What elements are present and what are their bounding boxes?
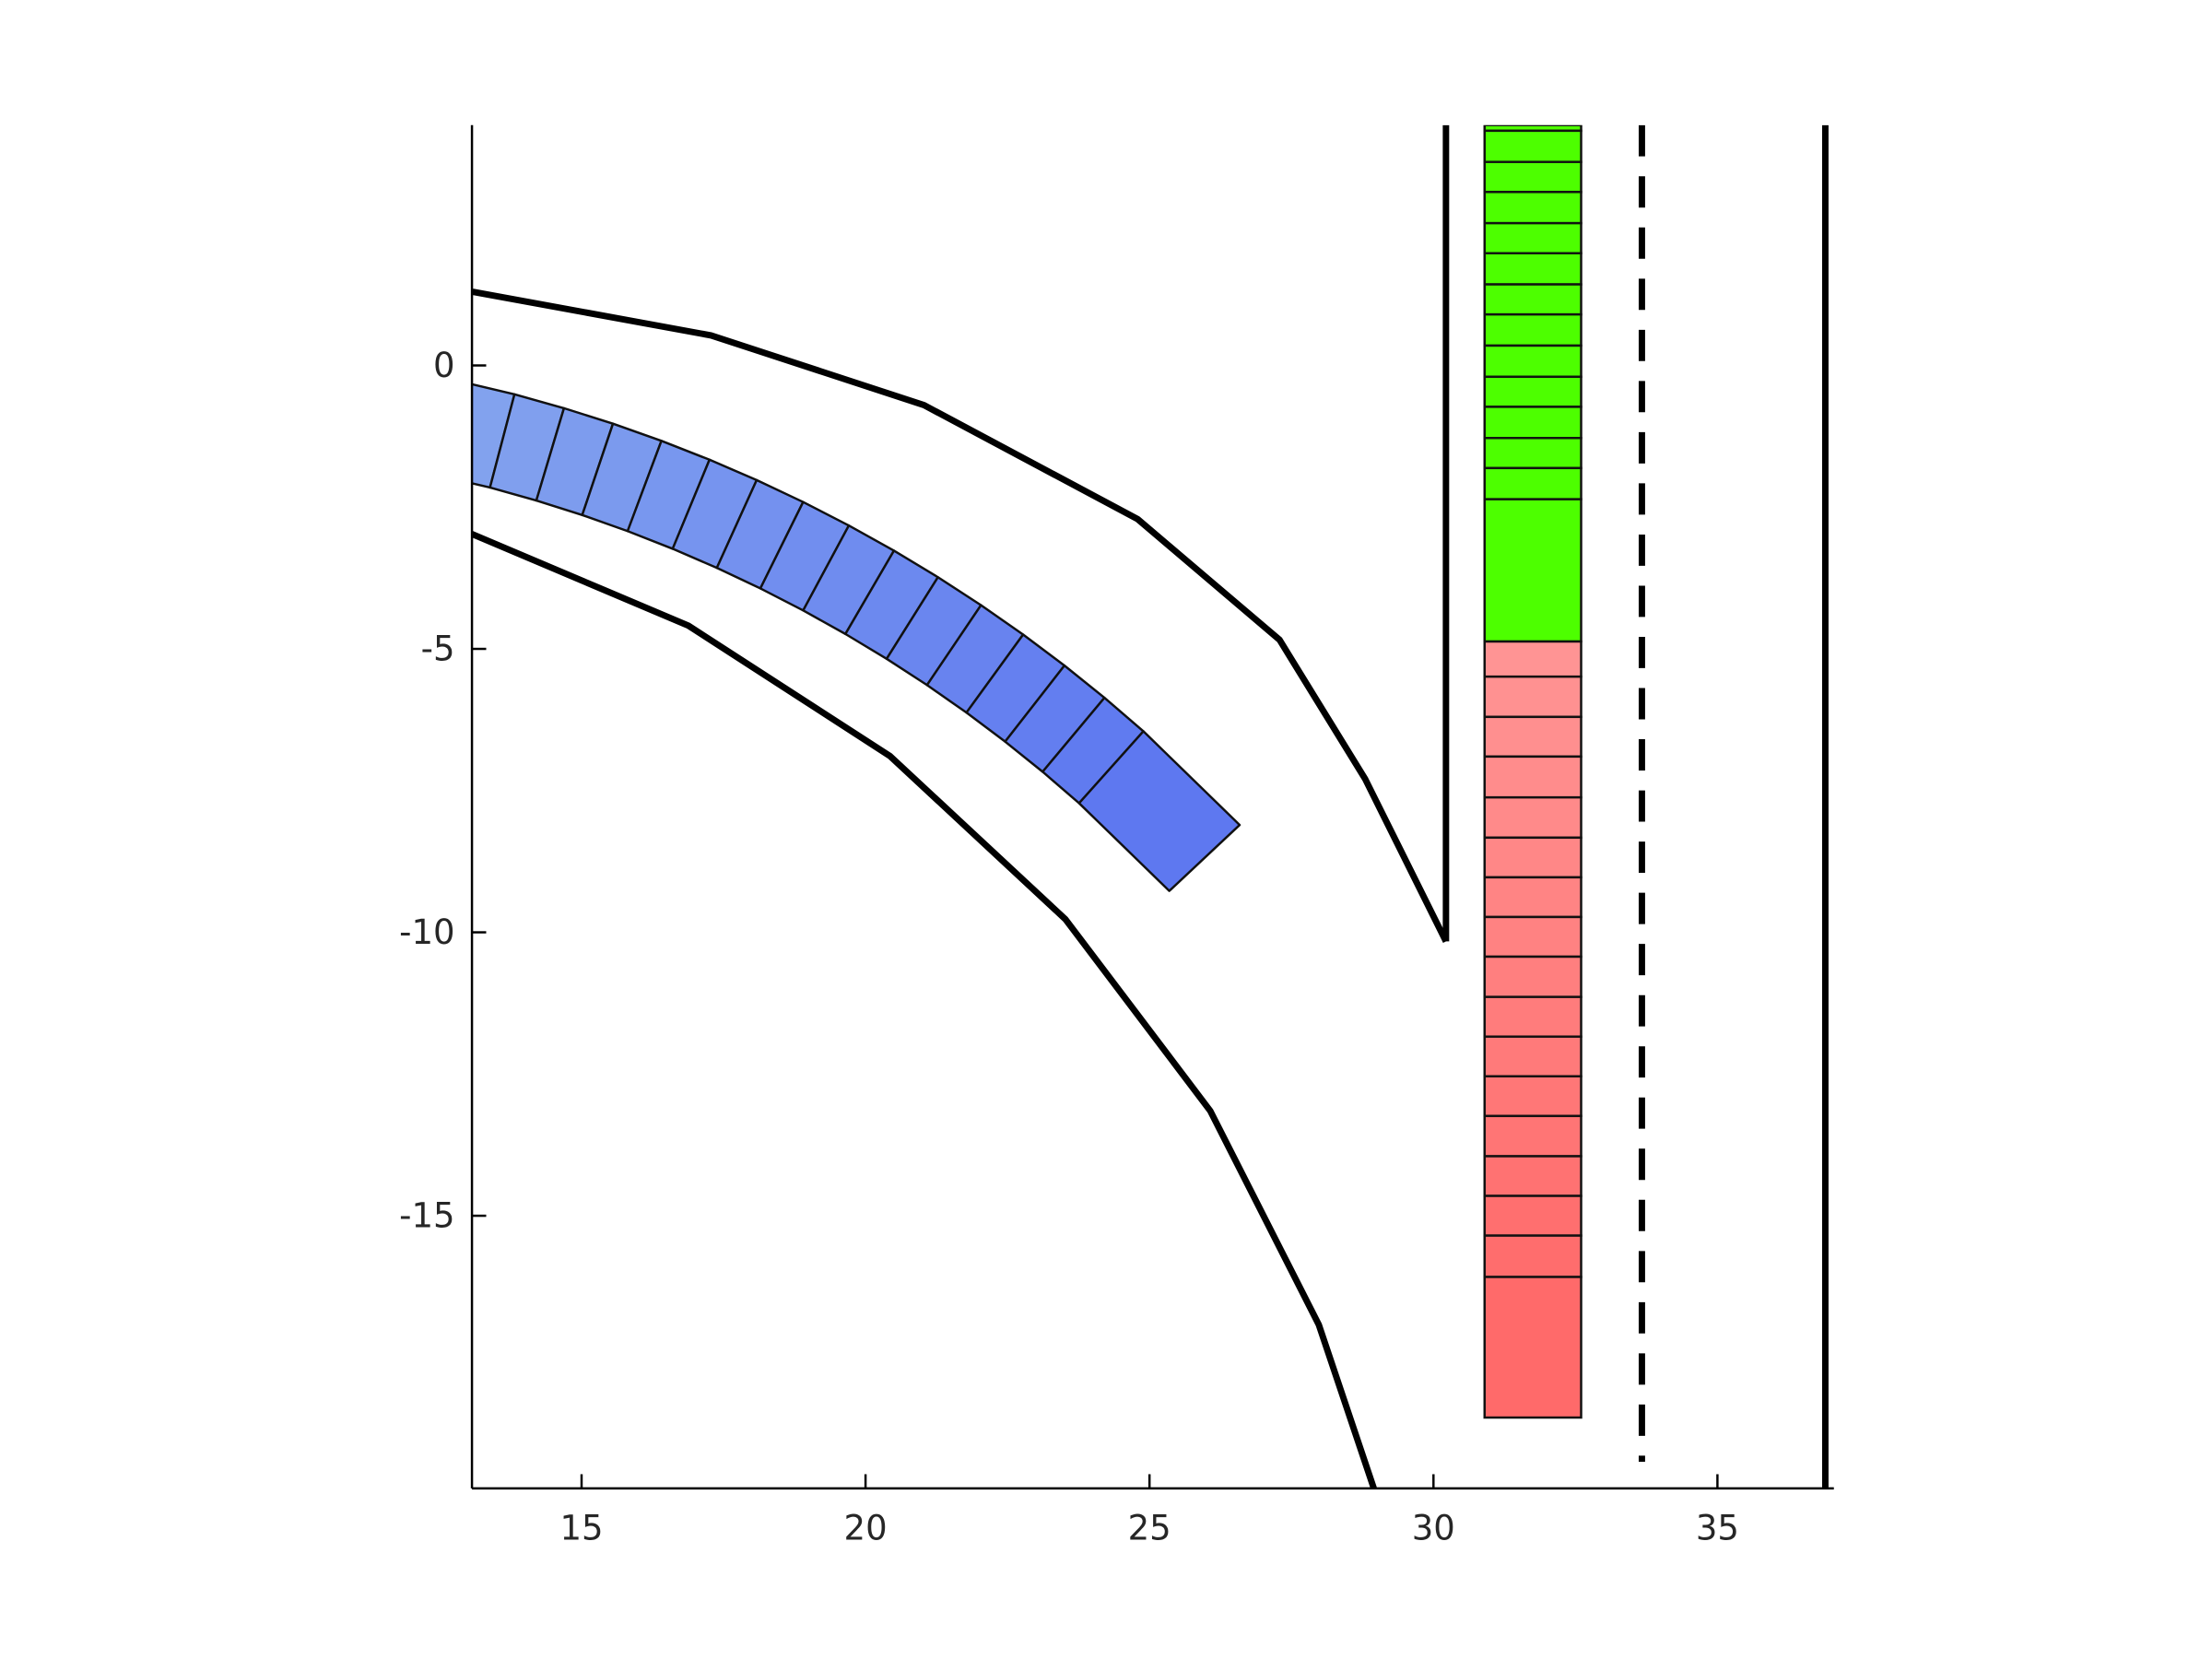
red-cells	[1483, 955, 1583, 998]
green-cells	[1483, 466, 1583, 500]
y-tick-label: 0	[433, 346, 455, 385]
blue-cell	[1077, 730, 1241, 892]
green-cells	[1483, 221, 1583, 254]
x-tick-label: 20	[844, 1508, 888, 1547]
red-cells	[1483, 640, 1583, 678]
green-cells	[1483, 406, 1583, 440]
road-boundary	[472, 530, 1377, 1488]
green-cells	[1483, 498, 1583, 643]
red-cells	[1483, 915, 1583, 959]
green-cells	[1483, 437, 1583, 470]
red-cells	[1483, 715, 1583, 759]
green-cells	[1483, 252, 1583, 286]
y-tick-label: -15	[399, 1195, 454, 1235]
red-cells	[1483, 876, 1583, 919]
red-cells	[1483, 1276, 1583, 1419]
axes: 15 20 25 30 35 0 -5 -10 -15	[399, 124, 1834, 1547]
red-cells	[1483, 1234, 1583, 1278]
green-cells	[1483, 283, 1583, 316]
red-cells	[1483, 1114, 1583, 1158]
red-cells	[1483, 1155, 1583, 1197]
road-boundary	[472, 288, 1449, 943]
green-cells	[1483, 160, 1583, 194]
red-cells	[1483, 795, 1583, 840]
y-tick-label: -10	[399, 912, 454, 952]
x-tick-label: 35	[1696, 1508, 1739, 1547]
plot-area	[472, 124, 1829, 1488]
green-cells	[1483, 344, 1583, 379]
red-cells	[1483, 675, 1583, 719]
red-cells	[1483, 1075, 1583, 1118]
red-cells	[1483, 755, 1583, 799]
green-cells	[1483, 375, 1583, 408]
green-cells	[1483, 312, 1583, 347]
x-tick-label: 30	[1412, 1508, 1455, 1547]
red-cells	[1483, 1194, 1583, 1237]
x-tick-label: 25	[1128, 1508, 1171, 1547]
green-cells	[1483, 129, 1583, 163]
y-tick-label: -5	[421, 629, 455, 668]
red-cells	[1483, 1035, 1583, 1078]
red-cells	[1483, 995, 1583, 1038]
red-cells	[1483, 836, 1583, 879]
x-tick-label: 15	[559, 1508, 603, 1547]
green-cells	[1483, 191, 1583, 225]
